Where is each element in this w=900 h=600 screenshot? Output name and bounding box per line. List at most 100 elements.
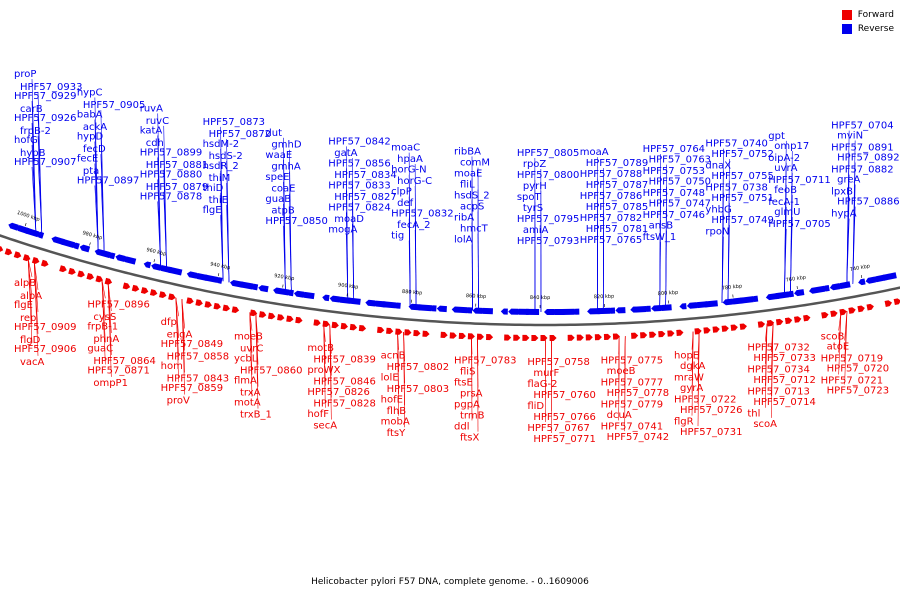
forward-leader-line (27, 258, 33, 278)
reverse-gene-arrow (415, 304, 433, 312)
forward-gene-label: prsA (460, 389, 483, 400)
reverse-gene-label: mviN (837, 131, 863, 142)
reverse-gene-label: moaE (454, 168, 482, 179)
forward-gene-arrow (13, 251, 22, 259)
forward-gene-arrow (486, 333, 494, 341)
reverse-gene-label: gatA (334, 148, 357, 159)
forward-gene-arrow (694, 328, 702, 335)
reverse-gene-label: guaB (265, 194, 291, 205)
forward-gene-arrow (649, 331, 657, 338)
reverse-gene-arrow (186, 271, 198, 279)
forward-gene-arrow (803, 314, 811, 322)
forward-gene-arrow (295, 316, 303, 324)
forward-gene-arrow (667, 330, 675, 337)
forward-gene-arrow (68, 267, 76, 275)
forward-gene-label: proWX (307, 365, 340, 376)
forward-gene-label: HPF57_0721 (821, 376, 883, 387)
reverse-gene-label: ribBA (454, 146, 481, 157)
forward-gene-label: atoE (827, 341, 850, 352)
reverse-gene-label: cdh (146, 138, 164, 149)
reverse-gene-label: HPF57_0886 (837, 197, 899, 208)
forward-gene-arrow (821, 311, 829, 319)
reverse-gene-arrow (322, 294, 330, 302)
forward-gene-arrow (104, 277, 113, 285)
forward-gene-label: HPF57_0826 (307, 387, 369, 398)
forward-gene-label: flhB (387, 406, 407, 417)
forward-gene-label: HPF57_0758 (527, 357, 589, 368)
reverse-gene-arrow (329, 295, 340, 303)
forward-leader-line (101, 279, 106, 365)
reverse-gene-arrow (786, 290, 794, 298)
reverse-gene-label: feoB (774, 185, 797, 196)
tick-mark (89, 242, 91, 246)
legend-reverse: Reverse (841, 22, 894, 36)
forward-gene-arrow (658, 330, 666, 338)
reverse-gene-arrow (344, 297, 361, 305)
reverse-gene-arrow (508, 308, 519, 315)
tick-mark (860, 275, 863, 279)
forward-gene-arrow (884, 300, 893, 307)
forward-gene-arrow (784, 317, 793, 325)
reverse-gene-arrow (643, 305, 651, 312)
forward-gene-label: alpB (14, 278, 36, 289)
forward-gene-label: motB (307, 343, 334, 354)
forward-gene-arrow (0, 245, 4, 253)
reverse-gene-label: HPF57_0751 (711, 193, 773, 204)
reverse-gene-arrow (837, 281, 851, 289)
reverse-gene-label: HPF57_0738 (705, 183, 767, 194)
forward-gene-label: flmA (234, 376, 257, 387)
reverse-gene-label: moaD (334, 214, 364, 225)
forward-gene-label: ftsX (460, 433, 479, 444)
reverse-gene-label: hypD (77, 132, 104, 143)
forward-gene-label: HPF57_0732 (747, 343, 809, 354)
reverse-gene-arrow (301, 291, 315, 300)
reverse-gene-label: thiE (209, 195, 228, 206)
reverse-gene-arrow (615, 307, 626, 314)
reverse-gene-label: HPF57_0827 (334, 192, 396, 203)
forward-gene-arrow (893, 298, 900, 306)
forward-leader-line (255, 313, 259, 409)
reverse-gene-label: HPF57_0786 (580, 191, 642, 202)
reverse-gene-label: acpS (460, 202, 484, 213)
forward-gene-label: HPF57_0720 (827, 363, 889, 374)
forward-leader-line (477, 336, 479, 432)
forward-gene-label: uvrC (240, 344, 263, 355)
reverse-leader-line (37, 157, 43, 236)
legend-reverse-label: Reverse (857, 24, 894, 34)
forward-gene-label: pgpA (454, 399, 480, 410)
reverse-gene-label: def (397, 198, 414, 209)
reverse-leader-line (790, 216, 793, 295)
forward-gene-label: HPF57_0733 (753, 353, 815, 364)
forward-gene-arrow (122, 282, 131, 290)
tick-label: 900 kbp (338, 282, 359, 290)
reverse-gene-label: HPF57_0873 (203, 117, 265, 128)
forward-gene-label: hofF (307, 409, 329, 420)
reverse-gene-arrow (472, 307, 483, 314)
forward-gene-arrow (40, 259, 49, 267)
tick-mark (217, 273, 220, 277)
reverse-leader-line (784, 228, 787, 295)
forward-gene-label: dfp (161, 317, 177, 328)
reverse-gene-arrow (451, 306, 468, 314)
forward-gene-label: secA (313, 421, 337, 432)
reverse-gene-arrow (273, 287, 290, 296)
reverse-gene-label: gpt (768, 131, 785, 142)
forward-gene-label: HPF57_0731 (680, 427, 742, 438)
reverse-gene-arrow (572, 308, 580, 315)
forward-gene-arrow (522, 334, 530, 341)
reverse-gene-label: HPF57_0750 (649, 177, 711, 188)
forward-gene-label: alpA (20, 291, 42, 302)
forward-gene-arrow (531, 334, 539, 342)
forward-gene-label: fliD (527, 401, 544, 412)
tick-label: 880 kbp (402, 289, 423, 297)
reverse-gene-label: yhbG (705, 205, 731, 216)
reverse-gene-label: HPF57_0891 (831, 143, 893, 154)
reverse-gene-label: HPF57_0824 (328, 202, 390, 213)
forward-gene-label: HPF57_0771 (533, 434, 595, 445)
forward-gene-label: scoB (821, 332, 845, 343)
tick-label: 780 kbp (722, 283, 743, 291)
forward-gene-label: dcuA (607, 410, 632, 421)
reverse-gene-label: clpP (391, 187, 412, 198)
reverse-leader-line (727, 224, 730, 303)
